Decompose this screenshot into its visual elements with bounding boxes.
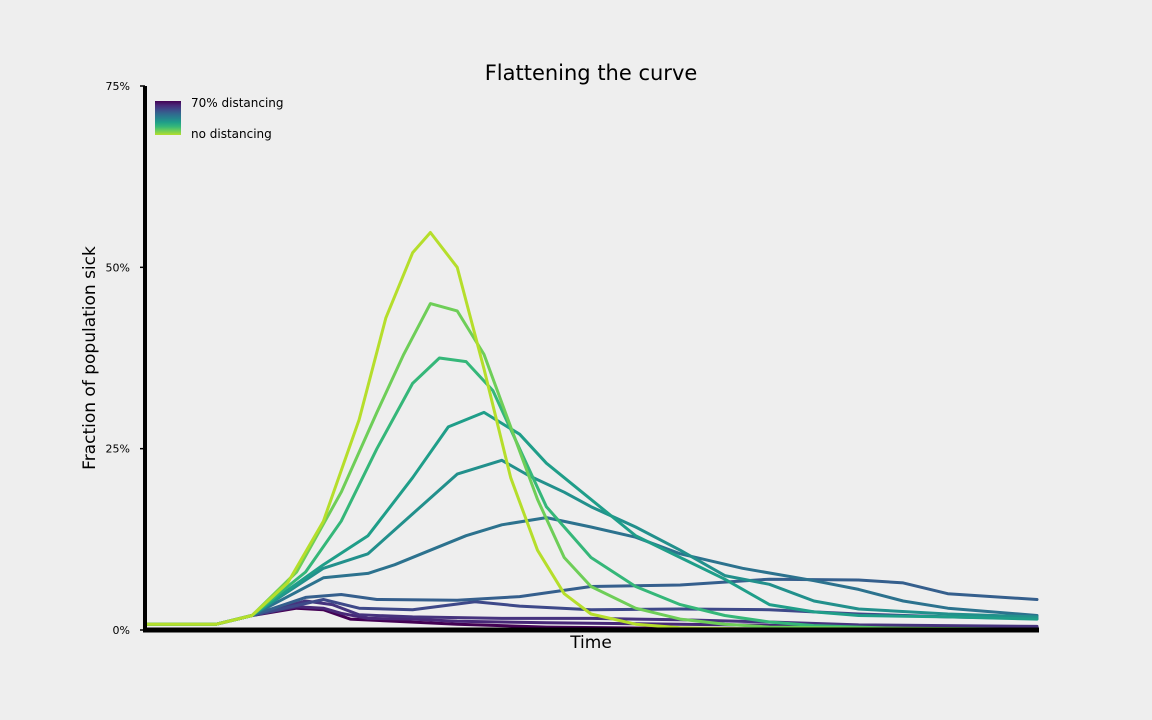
legend-bottom-label: no distancing: [191, 127, 272, 141]
series-line-10: [143, 231, 1039, 632]
x-axis-label: Time: [569, 633, 612, 653]
legend-colorbar: [155, 101, 181, 135]
y-tick-label-0: 0%: [113, 624, 130, 637]
chart-title: Flattening the curve: [485, 61, 698, 85]
legend-top-label: 70% distancing: [191, 96, 284, 110]
legend: 70% distancing no distancing: [155, 96, 284, 141]
series-line-6: [143, 458, 1039, 626]
y-tick-label-1: 25%: [106, 443, 130, 456]
series-line-7: [143, 410, 1039, 626]
y-ticks: 0% 25% 50% 75%: [106, 80, 145, 637]
y-tick-label-3: 75%: [106, 80, 130, 93]
series-line-9: [143, 302, 1039, 631]
y-tick-label-2: 50%: [106, 261, 130, 274]
series-layer: [143, 231, 1039, 632]
y-axis-label: Fraction of population sick: [80, 246, 100, 470]
series-line-4: [143, 577, 1039, 626]
series-line-8: [143, 356, 1039, 631]
